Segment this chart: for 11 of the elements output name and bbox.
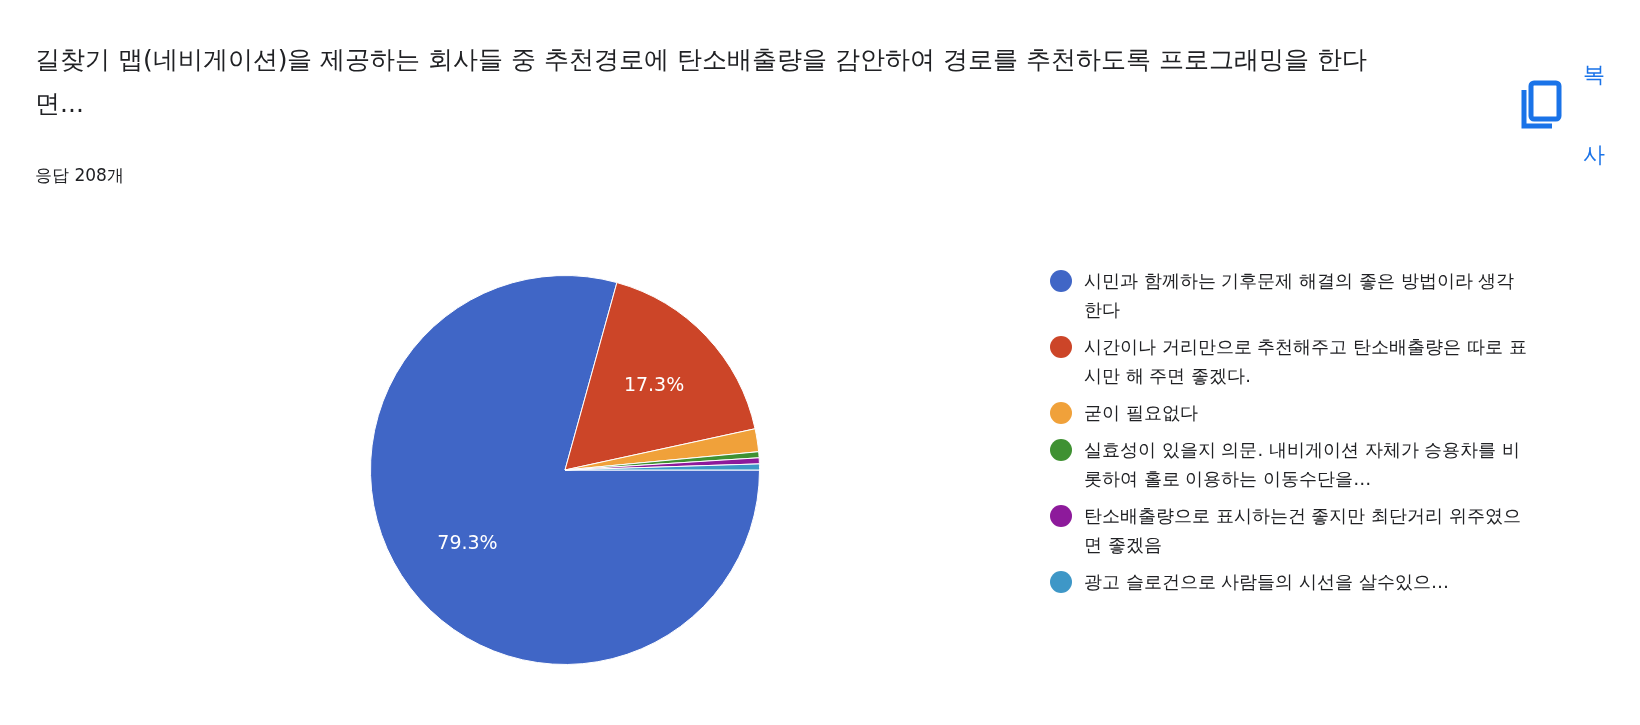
- text: 응답 208개: [35, 164, 124, 187]
- legend-label: 실효성이 있을지 의문. 내비게이션 자체가 승용차를 비롯하여 홀로 이용하는 이동수단을…: [1084, 438, 1522, 491]
- legend-label: 광고 슬로건으로 사람들의 시선을 살수있으…: [1084, 570, 1449, 594]
- legend-label: 탄소배출량으로 표시하는건 좋지만 최단거리 위주였으면 좋겠음: [1084, 504, 1522, 557]
- legend-label: 굳이 필요없다: [1084, 401, 1198, 425]
- legend-label: 시민과 함께하는 기후문제 해결의 좋은 방법이라 생각한다: [1084, 269, 1516, 322]
- text: 복사: [1583, 62, 1605, 167]
- data-label: 79.3%: [437, 531, 498, 554]
- data-label: 17.3%: [623, 372, 685, 395]
- legend-label: 시간이나 거리만으로 추천해주고 탄소배출량은 따로 표시만 해 주면 좋겠다.: [1084, 335, 1528, 388]
- chart-title: 길찾기 맵(네비게이션)을 제공하는 회사들 중 추천경로에 탄소배출량을 감안하여 경로를 추천하도록 프로그래밍을 한다면...: [35, 44, 1368, 120]
